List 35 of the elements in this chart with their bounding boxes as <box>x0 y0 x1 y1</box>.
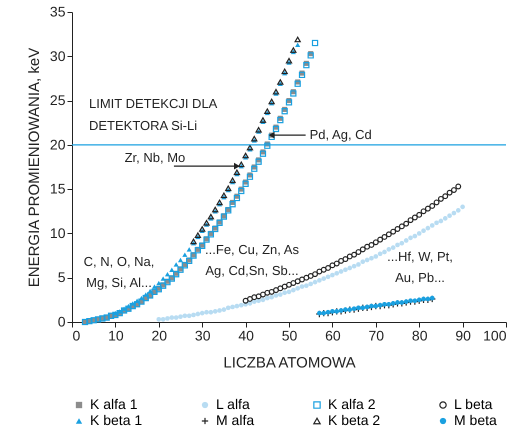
annotation: Pd, Ag, Cd <box>310 127 372 142</box>
x-tick-label: 40 <box>238 328 254 344</box>
legend-label: M alfa <box>216 412 254 428</box>
annotation: C, N, O, Na, Mg, Si, Al... <box>84 254 154 290</box>
legend-label: K beta 2 <box>328 412 380 428</box>
legend-label: K alfa 1 <box>90 396 138 412</box>
ref-line-label: LIMIT DETEKCJI DLA DETEKTORA Si-Li <box>89 96 218 133</box>
legend-label: L alfa <box>216 396 250 412</box>
x-tick-label: 50 <box>282 328 298 344</box>
y-tick-label: 15 <box>50 180 66 197</box>
x-tick-label: 60 <box>325 328 341 344</box>
x-tick-label: 70 <box>368 328 384 344</box>
x-tick-label: 30 <box>194 328 211 344</box>
y-tick-label: 10 <box>50 224 66 241</box>
annotation: Zr, Nb, Mo <box>124 150 186 166</box>
y-tick-label: 25 <box>50 92 66 108</box>
x-tick-label: 100 <box>483 328 507 344</box>
legend-label: M beta <box>454 412 498 428</box>
y-tick-label: 5 <box>58 269 66 286</box>
x-tick-label: 0 <box>72 328 80 344</box>
x-tick-label: 10 <box>108 328 124 344</box>
x-tick-label: 90 <box>455 328 472 344</box>
annotation: ...Hf, W, Pt, Au, Pb... <box>387 249 453 285</box>
annotation: ...Fe, Cu, Zn, As Ag, Cd,Sn, Sb... <box>205 242 300 278</box>
y-axis-title: ENERGIA PROMIENIOWANIA, keV <box>26 48 43 288</box>
x-tick-label: 20 <box>152 328 168 344</box>
y-tick-label: 0 <box>58 314 66 330</box>
y-tick-label: 20 <box>50 136 66 152</box>
y-tick-label: 30 <box>50 48 66 64</box>
legend-label: K alfa 2 <box>328 396 376 412</box>
legend-label: K beta 1 <box>90 412 142 428</box>
x-tick-label: 80 <box>412 328 428 344</box>
y-tick-label: 35 <box>50 4 66 20</box>
legend-label: L beta <box>454 396 493 412</box>
x-axis-title: LICZBA ATOMOWA <box>223 354 356 372</box>
